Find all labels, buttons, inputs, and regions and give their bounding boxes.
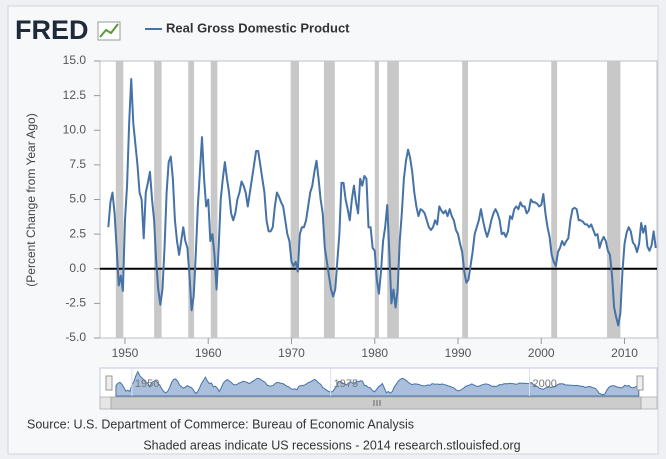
recession-band bbox=[462, 61, 469, 338]
y-axis-label: (Percent Change from Year Ago) bbox=[24, 113, 38, 286]
recession-band bbox=[188, 61, 195, 338]
x-tick-label: 1950 bbox=[112, 346, 139, 360]
x-tick-label: 1990 bbox=[445, 346, 472, 360]
y-tick-label: 10.0 bbox=[63, 122, 87, 136]
x-tick-label: 2000 bbox=[528, 346, 555, 360]
scrollbar-grip bbox=[373, 400, 381, 406]
navigator-area bbox=[115, 370, 640, 397]
y-tick-label: -2.5 bbox=[65, 296, 86, 310]
x-tick-label: 1980 bbox=[361, 346, 388, 360]
logo: FRED bbox=[15, 15, 89, 45]
y-tick-label: 5.0 bbox=[69, 192, 86, 206]
x-tick-label: 2010 bbox=[611, 346, 638, 360]
logo-icon bbox=[97, 21, 121, 41]
legend-label: Real Gross Domestic Product bbox=[166, 20, 350, 35]
y-tick-label: 2.5 bbox=[69, 226, 86, 240]
x-tick-label: 1960 bbox=[195, 346, 222, 360]
y-tick-label: -5.0 bbox=[65, 330, 86, 344]
recession-band bbox=[374, 61, 379, 338]
y-tick-label: 12.5 bbox=[63, 88, 87, 102]
scrollbar-thumb[interactable] bbox=[110, 396, 642, 410]
recession-band bbox=[551, 61, 558, 338]
navigator-handle[interactable] bbox=[636, 375, 644, 391]
y-tick-label: 0.0 bbox=[69, 261, 86, 275]
note: Shaded areas indicate US recessions - 20… bbox=[143, 438, 520, 452]
recession-band bbox=[154, 61, 162, 338]
recession-band bbox=[210, 61, 218, 338]
x-tick-label: 1970 bbox=[278, 346, 305, 360]
y-tick-label: 7.5 bbox=[69, 157, 86, 171]
recession-band bbox=[387, 61, 399, 338]
source: Source: U.S. Department of Commerce: Bur… bbox=[27, 417, 414, 431]
recession-band bbox=[115, 61, 124, 338]
navigator-tick-label: 1950 bbox=[135, 378, 159, 390]
navigator-tick-label: 1975 bbox=[334, 378, 358, 390]
navigator-handle[interactable] bbox=[105, 375, 113, 391]
recession-band bbox=[290, 61, 299, 338]
recession-band bbox=[323, 61, 335, 338]
y-tick-label: 15.0 bbox=[63, 53, 87, 67]
series-line bbox=[107, 78, 657, 327]
navigator-tick-label: 2000 bbox=[532, 378, 556, 390]
